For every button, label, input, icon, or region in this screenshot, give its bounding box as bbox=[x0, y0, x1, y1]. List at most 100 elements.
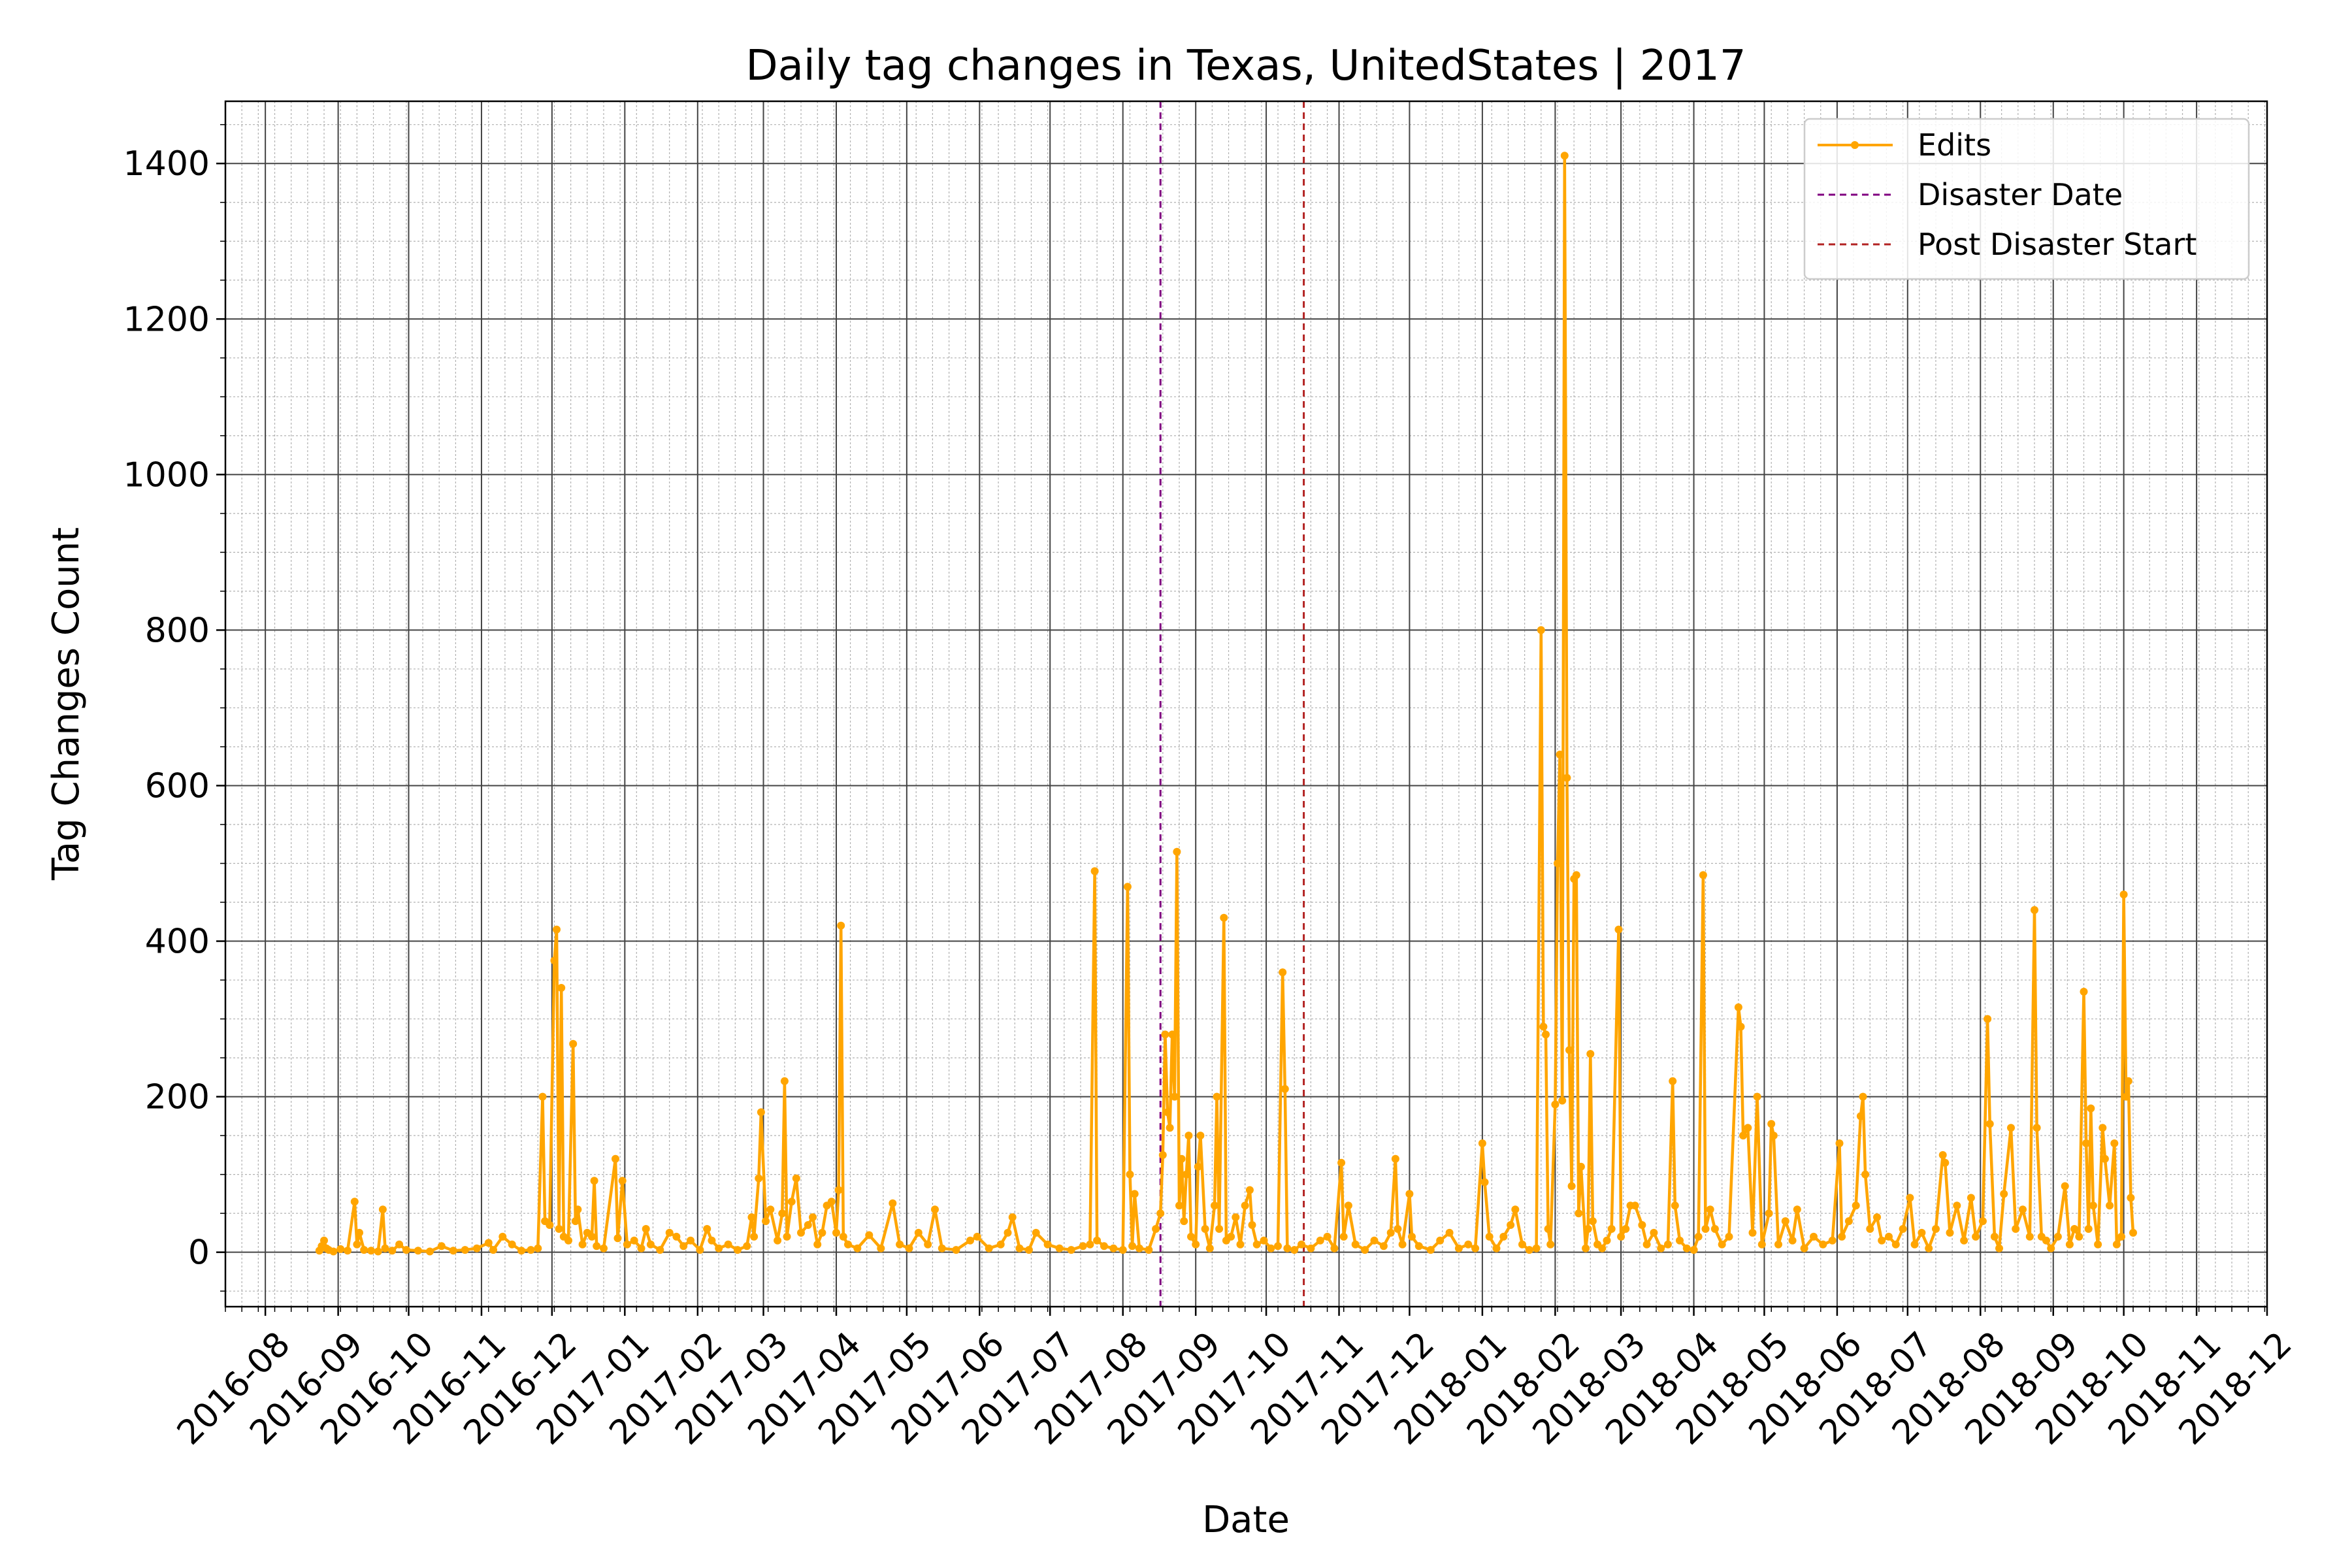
data-point bbox=[1744, 1124, 1752, 1132]
data-point bbox=[778, 1209, 787, 1218]
data-point bbox=[320, 1236, 328, 1245]
legend-box bbox=[1803, 118, 2250, 280]
data-point bbox=[1586, 1050, 1595, 1058]
data-point bbox=[839, 1232, 847, 1241]
data-point bbox=[1177, 1154, 1186, 1163]
data-point bbox=[1563, 774, 1571, 782]
data-point bbox=[1307, 1244, 1315, 1252]
data-point bbox=[600, 1244, 608, 1252]
data-point bbox=[1978, 1217, 1987, 1226]
data-point bbox=[1100, 1242, 1108, 1250]
data-point bbox=[1638, 1221, 1646, 1229]
data-point bbox=[1852, 1201, 1860, 1210]
data-point bbox=[1093, 1236, 1102, 1245]
data-point bbox=[924, 1240, 932, 1249]
plot-frame bbox=[224, 100, 2268, 1308]
data-point bbox=[1471, 1244, 1480, 1252]
data-point bbox=[665, 1228, 674, 1237]
data-point bbox=[402, 1246, 410, 1254]
y-tick-label: 0 bbox=[188, 1233, 210, 1273]
data-point bbox=[1642, 1240, 1651, 1249]
data-point bbox=[1694, 1232, 1703, 1241]
data-point bbox=[2124, 1077, 2132, 1085]
data-point bbox=[1004, 1228, 1012, 1237]
data-point bbox=[2082, 1139, 2091, 1147]
data-point bbox=[1575, 1209, 1583, 1218]
data-point bbox=[646, 1240, 655, 1249]
data-point bbox=[1232, 1213, 1240, 1222]
data-point bbox=[1984, 1015, 1992, 1023]
data-point bbox=[378, 1205, 387, 1214]
data-point bbox=[792, 1174, 800, 1183]
data-point bbox=[1576, 1162, 1585, 1171]
data-point bbox=[388, 1247, 397, 1255]
data-point bbox=[1323, 1232, 1331, 1241]
data-point bbox=[1560, 152, 1569, 160]
data-point bbox=[2129, 1228, 2137, 1237]
data-point bbox=[1164, 1108, 1171, 1117]
y-tick-label: 1000 bbox=[123, 455, 210, 495]
data-point bbox=[1671, 1201, 1679, 1210]
data-point bbox=[780, 1077, 789, 1085]
data-point bbox=[1542, 1030, 1550, 1039]
data-point bbox=[1227, 1232, 1235, 1241]
data-point bbox=[1546, 1240, 1555, 1249]
data-point bbox=[2112, 1240, 2121, 1249]
data-point bbox=[1664, 1240, 1672, 1249]
data-point bbox=[1316, 1236, 1324, 1245]
data-point bbox=[844, 1240, 852, 1249]
data-point bbox=[1774, 1240, 1782, 1249]
data-point bbox=[703, 1225, 711, 1233]
legend-disaster-date-label: Disaster Date bbox=[1918, 177, 2123, 212]
data-point bbox=[1414, 1242, 1423, 1250]
data-point bbox=[832, 1228, 840, 1237]
data-point bbox=[783, 1232, 791, 1241]
data-point bbox=[2061, 1182, 2069, 1190]
y-tick-label: 200 bbox=[145, 1078, 210, 1117]
data-point bbox=[517, 1247, 526, 1255]
y-tick-label: 600 bbox=[145, 766, 210, 806]
data-point bbox=[1339, 1232, 1348, 1241]
legend-edits-label: Edits bbox=[1918, 127, 1991, 163]
data-point bbox=[527, 1246, 535, 1254]
data-point bbox=[498, 1232, 507, 1241]
data-point bbox=[1128, 1242, 1137, 1250]
data-point bbox=[837, 921, 845, 930]
data-point bbox=[613, 1234, 622, 1243]
data-point bbox=[425, 1247, 434, 1256]
data-point bbox=[687, 1236, 694, 1245]
data-point bbox=[1492, 1244, 1501, 1252]
data-point bbox=[1582, 1244, 1590, 1252]
data-point bbox=[1283, 1244, 1292, 1252]
legend: Edits Disaster Date Post Disaster Start bbox=[1803, 118, 2250, 280]
data-point bbox=[623, 1240, 631, 1249]
data-point bbox=[1669, 1077, 1677, 1085]
data-point bbox=[1279, 968, 1287, 977]
data-point bbox=[2080, 987, 2088, 996]
legend-post-disaster-label: Post Disaster Start bbox=[1918, 227, 2197, 262]
data-point bbox=[1885, 1232, 1893, 1241]
data-point bbox=[1650, 1228, 1658, 1237]
data-point bbox=[2094, 1240, 2102, 1249]
data-point bbox=[905, 1244, 913, 1252]
data-point bbox=[1657, 1244, 1665, 1252]
data-point bbox=[550, 956, 559, 965]
data-point bbox=[1398, 1240, 1407, 1249]
data-point bbox=[2100, 1154, 2109, 1163]
data-point bbox=[1166, 1124, 1174, 1132]
data-point bbox=[813, 1240, 822, 1249]
data-point bbox=[350, 1198, 359, 1206]
data-point bbox=[1337, 1158, 1346, 1167]
data-point bbox=[1391, 1154, 1399, 1163]
data-point bbox=[1598, 1244, 1607, 1252]
data-point bbox=[1454, 1244, 1463, 1252]
data-point bbox=[1537, 626, 1545, 634]
data-point bbox=[1539, 1022, 1548, 1031]
data-point bbox=[1408, 1232, 1416, 1241]
data-point bbox=[1953, 1201, 1961, 1210]
data-point bbox=[952, 1246, 960, 1254]
data-point bbox=[395, 1240, 404, 1249]
y-axis-label: Tag Changes Count bbox=[45, 527, 88, 881]
data-point bbox=[1187, 1232, 1195, 1241]
data-point bbox=[1260, 1236, 1268, 1245]
